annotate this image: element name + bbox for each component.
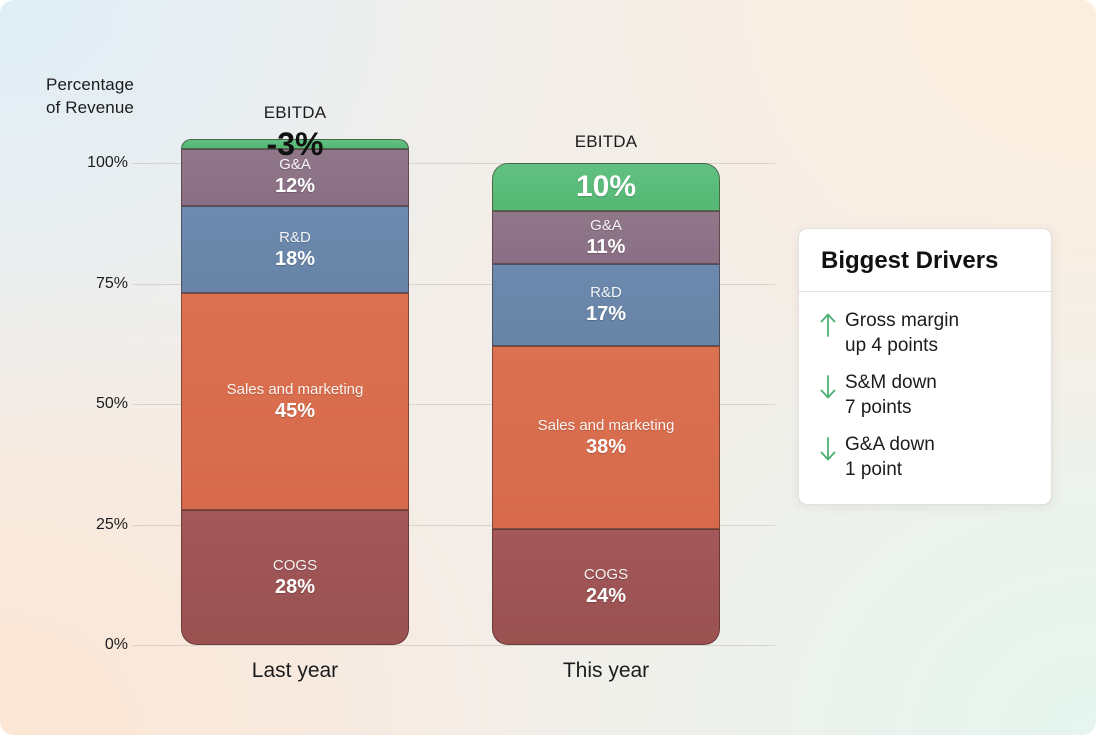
driver-item: Gross margin up 4 points bbox=[819, 308, 1033, 358]
bar-segment-cogs[interactable]: COGS 28% bbox=[181, 510, 409, 645]
gridline bbox=[133, 645, 775, 646]
y-axis-tick-label: 75% bbox=[95, 274, 128, 292]
segment-label: G&A bbox=[590, 216, 622, 234]
gridline bbox=[133, 404, 775, 405]
ebitda-callout-label: EBITDA bbox=[574, 132, 638, 151]
driver-text: S&M down 7 points bbox=[845, 372, 937, 418]
segment-value: 45% bbox=[274, 399, 316, 422]
driver-item: S&M down 7 points bbox=[819, 370, 1033, 420]
arrow-up-icon bbox=[819, 308, 845, 343]
drivers-title: Biggest Drivers bbox=[799, 229, 1051, 292]
bar-this-year[interactable]: COGS 24% Sales and marketing 38% R&D 17% G&A 11… bbox=[492, 0, 720, 735]
segment-label: COGS bbox=[583, 566, 629, 584]
segment-value: 18% bbox=[274, 247, 316, 270]
segment-label: COGS bbox=[272, 556, 318, 574]
segment-label: G&A bbox=[279, 156, 311, 174]
gridline bbox=[133, 163, 775, 164]
bar-last-year[interactable]: COGS 28% Sales and marketing 45% R&D 18% G&A 12… bbox=[181, 0, 409, 735]
y-axis-tick-label: 0% bbox=[104, 636, 128, 653]
y-axis-tick-label: 25% bbox=[95, 515, 128, 533]
driver-text: G&A down 1 point bbox=[845, 434, 935, 480]
driver-item: G&A down 1 point bbox=[819, 432, 1033, 482]
bar-segment-sm[interactable]: Sales and marketing 45% bbox=[181, 293, 409, 511]
y-axis-tick-label: 100% bbox=[87, 154, 128, 171]
segment-value: 17% bbox=[585, 303, 627, 326]
segment-value: 11% bbox=[586, 235, 626, 258]
segment-value: 24% bbox=[585, 585, 627, 608]
drivers-list: Gross margin up 4 points S&M down 7 point… bbox=[799, 292, 1051, 504]
ebitda-callout-value: -3% bbox=[266, 126, 324, 162]
bar-segment-ga[interactable]: G&A 11% bbox=[492, 211, 720, 265]
segment-value: 38% bbox=[585, 435, 627, 458]
segment-label: Sales and marketing bbox=[537, 416, 675, 434]
bar-segment-ebitda[interactable]: 10% bbox=[492, 163, 720, 212]
arrow-down-icon bbox=[819, 370, 845, 405]
x-axis-category-label: Last year bbox=[251, 659, 339, 682]
segment-label: Sales and marketing bbox=[226, 380, 364, 398]
segment-value: 28% bbox=[274, 575, 316, 598]
bar-segment-sm[interactable]: Sales and marketing 38% bbox=[492, 346, 720, 530]
ebitda-callout-label: EBITDA bbox=[263, 103, 327, 122]
ebitda-callout: EBITDA -3% bbox=[181, 103, 409, 163]
segment-label: R&D bbox=[590, 284, 622, 302]
y-axis-tick-label: 50% bbox=[95, 395, 128, 412]
bar-segment-ga[interactable]: G&A 12% bbox=[181, 148, 409, 207]
gridline bbox=[133, 283, 775, 285]
ebitda-callout: EBITDA bbox=[492, 132, 720, 152]
y-axis-title: Percentage of Revenue bbox=[46, 75, 134, 117]
bar-segment-rd[interactable]: R&D 18% bbox=[181, 206, 409, 294]
bar-segment-rd[interactable]: R&D 17% bbox=[492, 264, 720, 347]
segment-value: 12% bbox=[274, 175, 316, 198]
gridline bbox=[133, 524, 775, 526]
arrow-down-icon bbox=[819, 432, 845, 467]
segment-label: R&D bbox=[279, 228, 311, 246]
driver-text: Gross margin up 4 points bbox=[845, 310, 960, 356]
bar-segment-cogs[interactable]: COGS 24% bbox=[492, 529, 720, 645]
biggest-drivers-card: Biggest Drivers Gross margin up 4 points… bbox=[798, 228, 1052, 505]
x-axis-category-label: This year bbox=[562, 659, 650, 682]
segment-value: 10% bbox=[575, 170, 637, 204]
